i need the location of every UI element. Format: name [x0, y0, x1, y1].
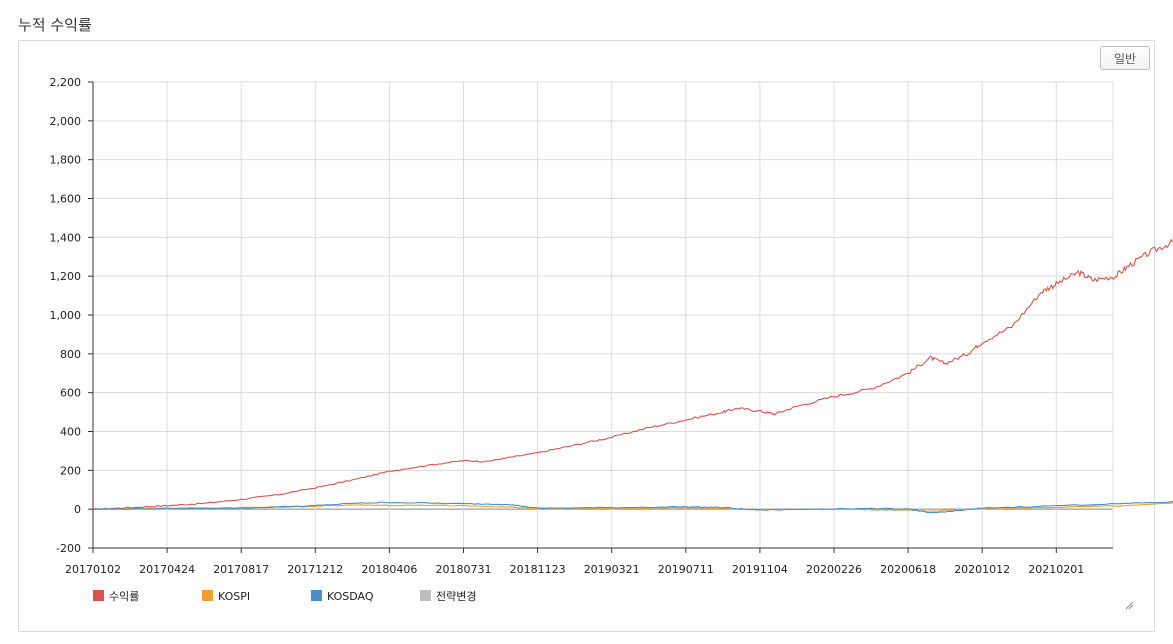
x-tick-label: 20180406 [361, 563, 417, 576]
legend-label: KOSPI [218, 590, 250, 603]
legend-label: KOSDAQ [327, 590, 374, 603]
y-tick-label: 1,400 [50, 231, 82, 244]
x-tick-label: 20170817 [213, 563, 269, 576]
legend-label: 전략변경 [436, 590, 476, 603]
axis-layer: 2,200 2,000 1,800 1,600 1,400 1,200 1,000 800 60… [50, 76, 1113, 576]
legend-swatch [93, 590, 104, 601]
legend-label: 수익률 [109, 590, 139, 603]
legend-swatch [420, 590, 431, 601]
y-tick-label: 1,000 [50, 309, 82, 322]
y-tick-label: 1,800 [50, 154, 82, 167]
y-tick-label: 2,000 [50, 115, 82, 128]
x-tick-label: 20190321 [584, 563, 640, 576]
y-tick-label: 1,600 [50, 193, 82, 206]
series-line-0 [92, 238, 1173, 510]
x-tick-label: 20191104 [732, 563, 788, 576]
x-tick-label: 20171212 [287, 563, 343, 576]
x-tick-label: 20210201 [1028, 563, 1084, 576]
legend-swatch [311, 590, 322, 601]
y-tick-label: 2,200 [50, 76, 82, 89]
legend-layer: 수익률 KOSPI KOSDAQ 전략변경 [93, 590, 476, 603]
series-line-2 [92, 501, 1173, 514]
legend-swatch [202, 590, 213, 601]
page-title: 누적 수익률 [18, 16, 92, 34]
y-tick-label: 800 [60, 348, 81, 361]
mode-button[interactable]: 일반 [1100, 46, 1150, 70]
y-tick-label: 600 [60, 387, 81, 400]
x-tick-label: 20200226 [806, 563, 862, 576]
y-tick-label: -200 [56, 542, 81, 555]
y-tick-label: 400 [60, 426, 81, 439]
x-tick-label: 20201012 [954, 563, 1010, 576]
x-tick-label: 20180731 [436, 563, 492, 576]
series-layer [92, 238, 1173, 514]
y-tick-label: 1,200 [50, 270, 82, 283]
x-tick-label: 20170102 [65, 563, 121, 576]
x-tick-label: 20170424 [139, 563, 195, 576]
x-tick-label: 20181123 [510, 563, 566, 576]
grid-layer [93, 81, 1114, 549]
y-tick-label: 0 [74, 503, 81, 516]
y-tick-label: 200 [60, 464, 81, 477]
chart-panel [18, 40, 1155, 632]
x-tick-label: 20200618 [880, 563, 936, 576]
x-tick-label: 20190711 [658, 563, 714, 576]
resize-handle-icon[interactable] [1124, 600, 1134, 610]
